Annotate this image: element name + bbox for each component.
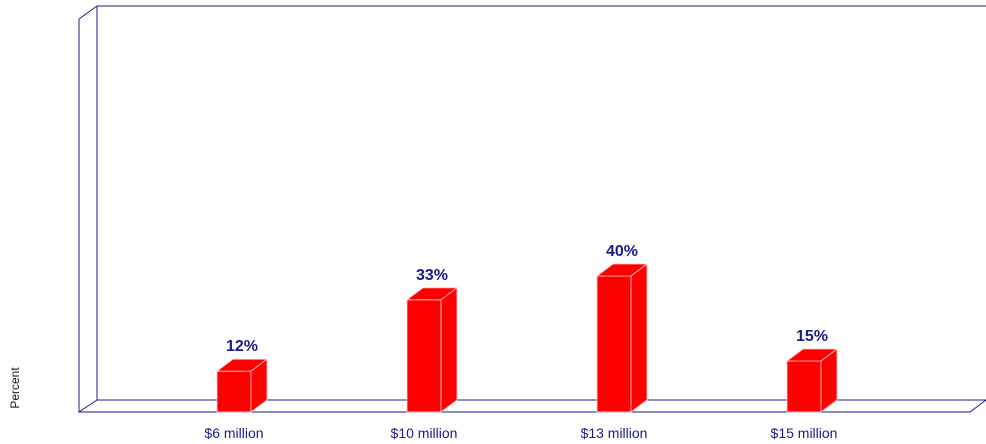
data-label-13-million: 40% [606,243,638,260]
bars-group [215,263,839,413]
left-wall [78,5,98,413]
bar-side-15-million [820,348,838,413]
x-tick-labels-group: $6 million $10 million $13 million $15 mill… [204,425,837,441]
data-label-6-million: 12% [226,338,258,355]
bar-13-million [595,263,649,413]
bar-6-million [215,358,269,413]
bar-side-13-million [630,263,648,413]
data-label-15-million: 15% [796,328,828,345]
x-tick-label-6-million: $6 million [204,425,263,441]
x-tick-label-15-million: $15 million [771,425,838,441]
data-labels-group: 12% 33% 40% 15% [226,243,828,355]
x-tick-label-13-million: $13 million [581,425,648,441]
bar-15-million [785,348,839,413]
bar-front-10-million [406,299,442,413]
chart-frame [78,5,986,413]
bar-front-15-million [786,360,822,413]
floor [79,399,986,413]
bar-side-10-million [440,286,458,413]
x-tick-label-10-million: $10 million [391,425,458,441]
y-axis-label: Percent [8,367,22,409]
data-label-10-million: 33% [416,267,448,284]
bar-side-6-million [250,358,268,413]
bar-10-million [405,286,459,413]
bar-front-13-million [596,275,632,413]
bar-front-6-million [216,370,252,413]
